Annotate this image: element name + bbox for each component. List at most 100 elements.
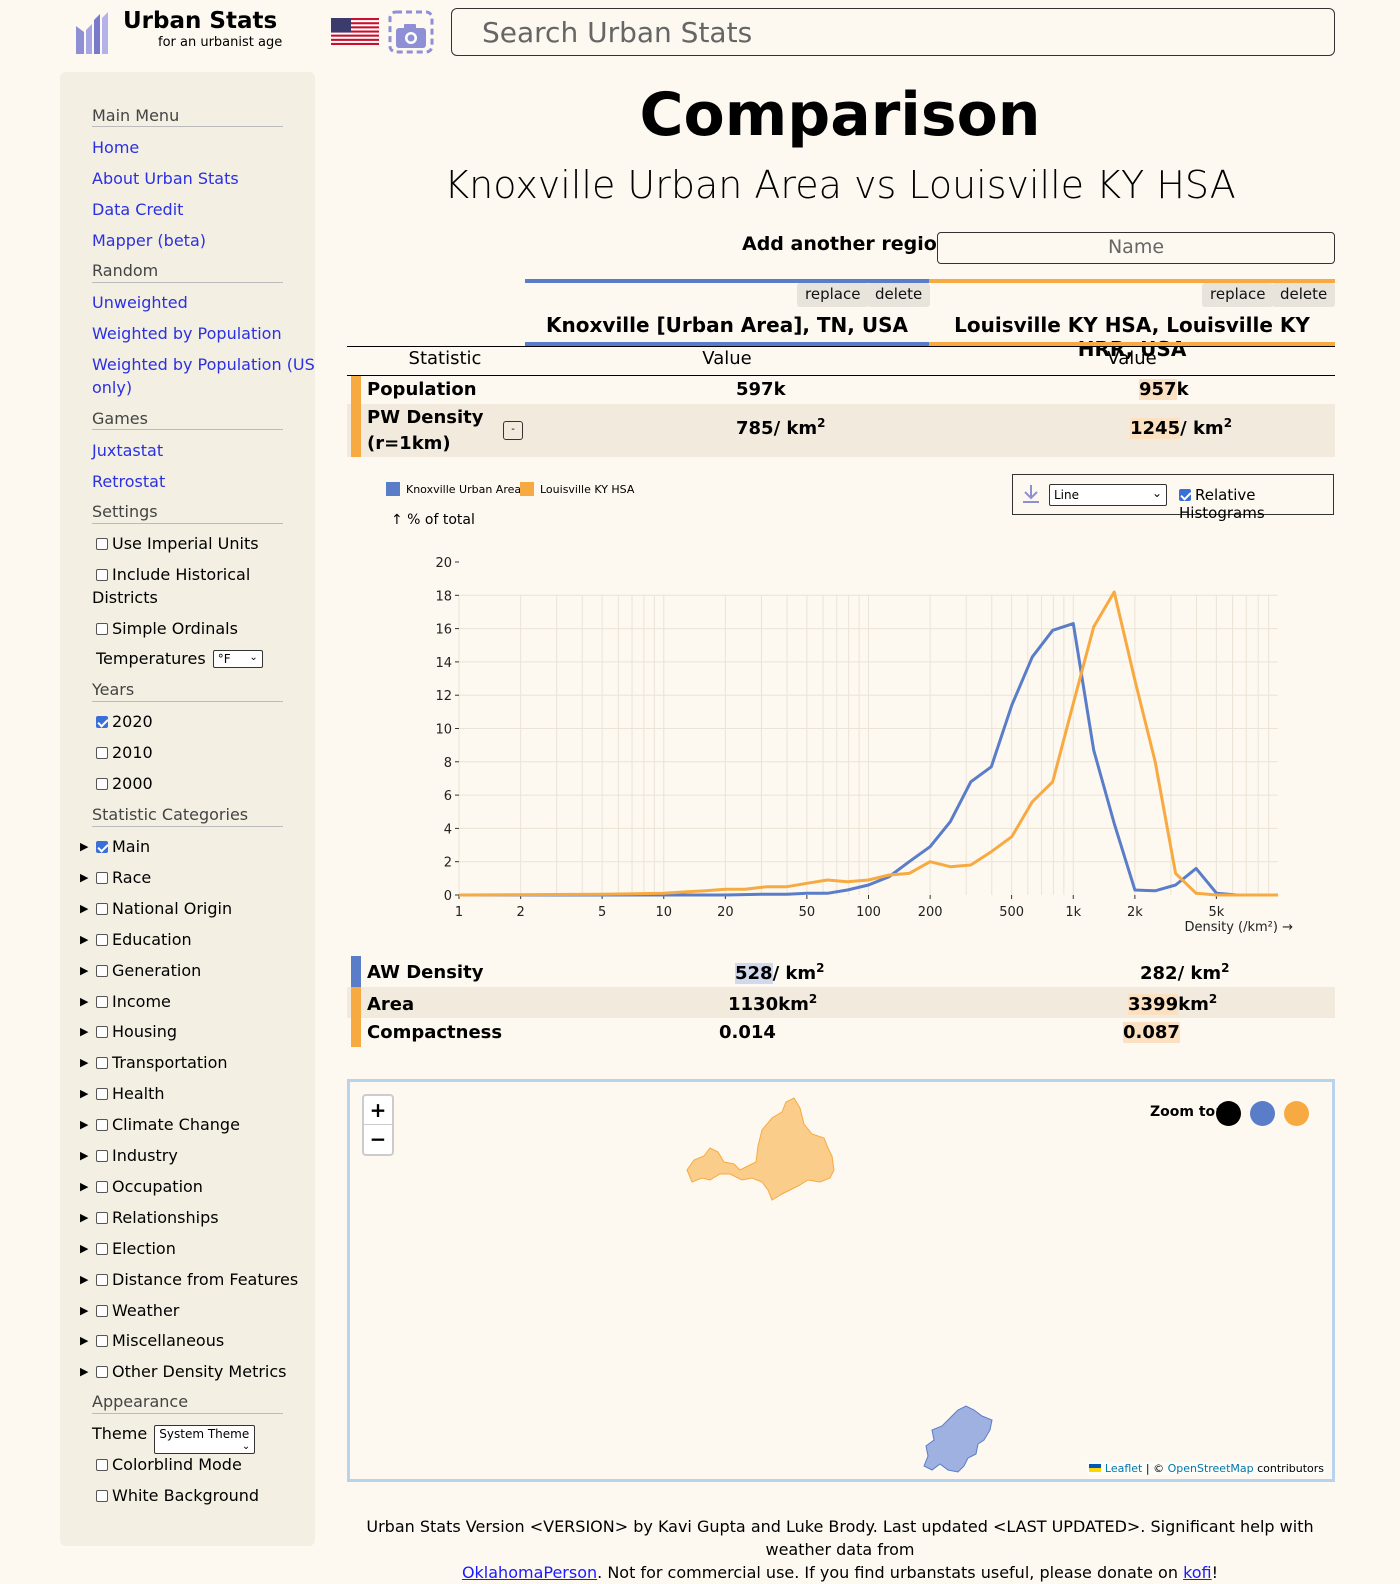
download-icon[interactable] [1021,483,1041,505]
checkbox[interactable] [96,871,108,884]
relative-histograms-toggle[interactable]: Relative Histograms [1179,486,1265,522]
region1-name-link[interactable]: Knoxville [Urban Area], TN, USA [546,313,908,337]
add-region-input[interactable]: Name [937,232,1335,264]
category-race[interactable]: Race [96,868,151,887]
louisville-region-shape[interactable] [682,1090,842,1202]
expand-category-icon[interactable]: ▶ [80,1179,89,1193]
region2-name-link[interactable]: Louisville KY HSA, Louisville KY HRR, US… [954,313,1310,361]
checkbox[interactable] [96,623,108,635]
checkbox[interactable] [96,1366,108,1379]
region-map[interactable]: + − Zoom to: Leaflet | © OpenStreetMap c… [347,1079,1335,1482]
knoxville-region-shape[interactable] [918,1400,998,1476]
category-main[interactable]: Main [96,837,150,856]
kofi-link[interactable]: kofi [1183,1563,1212,1582]
stat-pw-density-label[interactable]: PW Density [367,407,484,428]
expand-category-icon[interactable]: ▶ [80,1056,89,1070]
checkbox[interactable] [96,1459,108,1471]
replace-region2-button[interactable]: replace [1202,283,1274,307]
year-option-2000[interactable]: 2000 [96,774,153,793]
expand-category-icon[interactable]: ▶ [80,840,89,853]
zoom-to-region1-button[interactable] [1250,1101,1275,1126]
delete-region1-button[interactable]: delete [867,283,931,307]
stat-area-label[interactable]: Area [367,994,415,1015]
data-credit-link[interactable]: Data Credit [92,200,184,219]
us-flag-icon[interactable] [331,18,379,45]
checkbox[interactable] [96,1335,108,1348]
checkbox[interactable] [96,1490,108,1502]
checkbox[interactable] [96,1088,108,1101]
category-education[interactable]: Education [96,930,192,949]
stat-compactness-label[interactable]: Compactness [367,1022,503,1043]
juxtastat-link[interactable]: Juxtastat [92,441,164,460]
category-election[interactable]: Election [96,1239,176,1258]
screenshot-camera-icon[interactable] [388,10,434,54]
about-link[interactable]: About Urban Stats [92,169,239,188]
random-weighted-us-link[interactable]: Weighted by Population (US [92,355,315,374]
expand-category-icon[interactable]: ▶ [80,901,89,915]
category-distance-from-features[interactable]: Distance from Features [96,1270,298,1289]
checkbox[interactable] [96,716,108,728]
home-link[interactable]: Home [92,138,140,157]
collapse-histogram-button[interactable]: - [503,421,523,440]
checkbox[interactable] [96,747,108,759]
stat-population-label[interactable]: Population [367,379,477,400]
category-miscellaneous[interactable]: Miscellaneous [96,1331,224,1350]
checkbox[interactable] [96,1026,108,1039]
checkbox[interactable] [96,1304,108,1317]
delete-region2-button[interactable]: delete [1272,283,1336,307]
category-weather[interactable]: Weather [96,1301,179,1320]
checkbox[interactable] [96,778,108,790]
year-option-2010[interactable]: 2010 [96,743,153,762]
category-occupation[interactable]: Occupation [96,1177,203,1196]
category-transportation[interactable]: Transportation [96,1053,228,1072]
checkbox[interactable] [1179,489,1191,501]
category-relationships[interactable]: Relationships [96,1208,219,1227]
expand-category-icon[interactable]: ▶ [80,1241,89,1255]
stat-pw-density-label-cont[interactable]: (r=1km) [367,433,451,454]
category-industry[interactable]: Industry [96,1146,178,1165]
expand-category-icon[interactable]: ▶ [80,1087,89,1101]
checkbox[interactable] [96,538,108,550]
category-national-origin[interactable]: National Origin [96,899,232,918]
checkbox[interactable] [96,1180,108,1193]
openstreetmap-link[interactable]: OpenStreetMap [1167,1462,1254,1475]
checkbox[interactable] [96,841,108,853]
category-health[interactable]: Health [96,1084,165,1103]
expand-category-icon[interactable]: ▶ [80,1210,89,1224]
retrostat-link[interactable]: Retrostat [92,472,166,491]
leaflet-link[interactable]: Leaflet [1104,1462,1143,1475]
zoom-to-all-button[interactable] [1216,1101,1241,1126]
zoom-out-button[interactable]: − [369,1127,387,1151]
category-income[interactable]: Income [96,992,171,1011]
expand-category-icon[interactable]: ▶ [80,994,89,1008]
expand-category-icon[interactable]: ▶ [80,1272,89,1286]
checkbox[interactable] [96,1119,108,1132]
checkbox[interactable] [96,1211,108,1224]
expand-category-icon[interactable]: ▶ [80,870,89,884]
checkbox[interactable] [96,1242,108,1255]
expand-category-icon[interactable]: ▶ [80,1365,89,1379]
urban-stats-logo-icon[interactable] [76,12,108,54]
expand-category-icon[interactable]: ▶ [80,1303,89,1317]
expand-category-icon[interactable]: ▶ [80,1118,89,1132]
checkbox[interactable] [96,1273,108,1286]
logo-title[interactable]: Urban Stats [123,8,278,34]
white-background-setting[interactable]: White Background [96,1486,259,1505]
simple-ordinals-setting[interactable]: Simple Ordinals [96,619,238,638]
checkbox[interactable] [96,1057,108,1070]
checkbox[interactable] [96,964,108,977]
oklahomaperson-link[interactable]: OklahomaPerson [461,1563,598,1582]
theme-select[interactable]: System Theme ⌄ [154,1425,256,1454]
category-other-density-metrics[interactable]: Other Density Metrics [96,1362,287,1381]
zoom-to-region2-button[interactable] [1284,1101,1309,1126]
zoom-in-button[interactable]: + [364,1096,392,1125]
historical-districts-setting[interactable]: Include Historical [96,565,250,584]
checkbox[interactable] [96,1150,108,1162]
checkbox[interactable] [96,995,108,1008]
expand-category-icon[interactable]: ▶ [80,963,89,977]
random-weighted-us-link-cont[interactable]: only) [92,378,133,397]
checkbox[interactable] [96,933,108,946]
checkbox[interactable] [96,569,108,581]
expand-category-icon[interactable]: ▶ [80,1334,89,1348]
imperial-units-setting[interactable]: Use Imperial Units [96,534,259,553]
